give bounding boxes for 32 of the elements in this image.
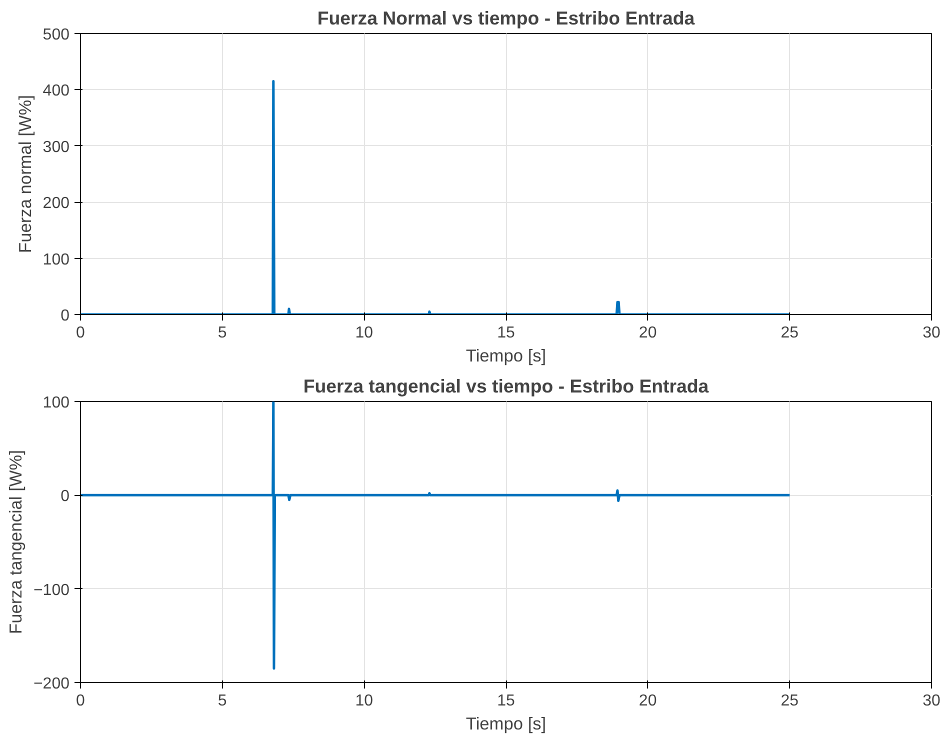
y-axis-title: Fuerza normal [W%] (14, 95, 35, 253)
y-axis-title: Fuerza tangencial [W%] (5, 450, 26, 634)
line-series (80, 80, 791, 314)
x-tick-label: 10 (355, 692, 374, 710)
chart-title: Fuerza tangencial vs tiempo - Estribo Entrada (303, 376, 710, 396)
x-tick-label: 0 (76, 324, 86, 342)
x-tick-label: 25 (780, 692, 799, 710)
x-tick-label: 5 (218, 324, 227, 342)
y-tick-label: 100 (42, 251, 70, 268)
chart-title: Fuerza Normal vs tiempo - Estribo Entrada (317, 8, 696, 28)
y-tick-label: 0 (60, 488, 70, 506)
y-tick-label: −200 (33, 676, 70, 692)
x-tick-label: 0 (76, 692, 86, 710)
y-tick-label: 300 (42, 138, 70, 156)
y-tick-label: 0 (60, 308, 70, 324)
y-tick-label: 500 (42, 26, 70, 44)
x-tick-label: 5 (218, 692, 227, 710)
x-tick-label: 30 (922, 692, 940, 710)
line-series (80, 402, 791, 670)
x-tick-label: 20 (638, 324, 657, 342)
x-tick-label: 15 (497, 692, 515, 710)
x-tick-label: 10 (355, 324, 374, 342)
y-tick-label: 400 (42, 82, 70, 100)
y-tick-label: −100 (33, 582, 70, 599)
x-tick-label: 30 (922, 324, 940, 342)
x-tick-label: 15 (497, 324, 515, 342)
y-tick-label: 100 (42, 394, 70, 412)
x-tick-label: 20 (638, 692, 657, 710)
y-tick-label: 200 (42, 195, 70, 212)
x-axis-title: Tiempo [s] (466, 714, 546, 734)
x-axis-title: Tiempo [s] (466, 346, 546, 366)
x-tick-label: 25 (780, 324, 799, 342)
